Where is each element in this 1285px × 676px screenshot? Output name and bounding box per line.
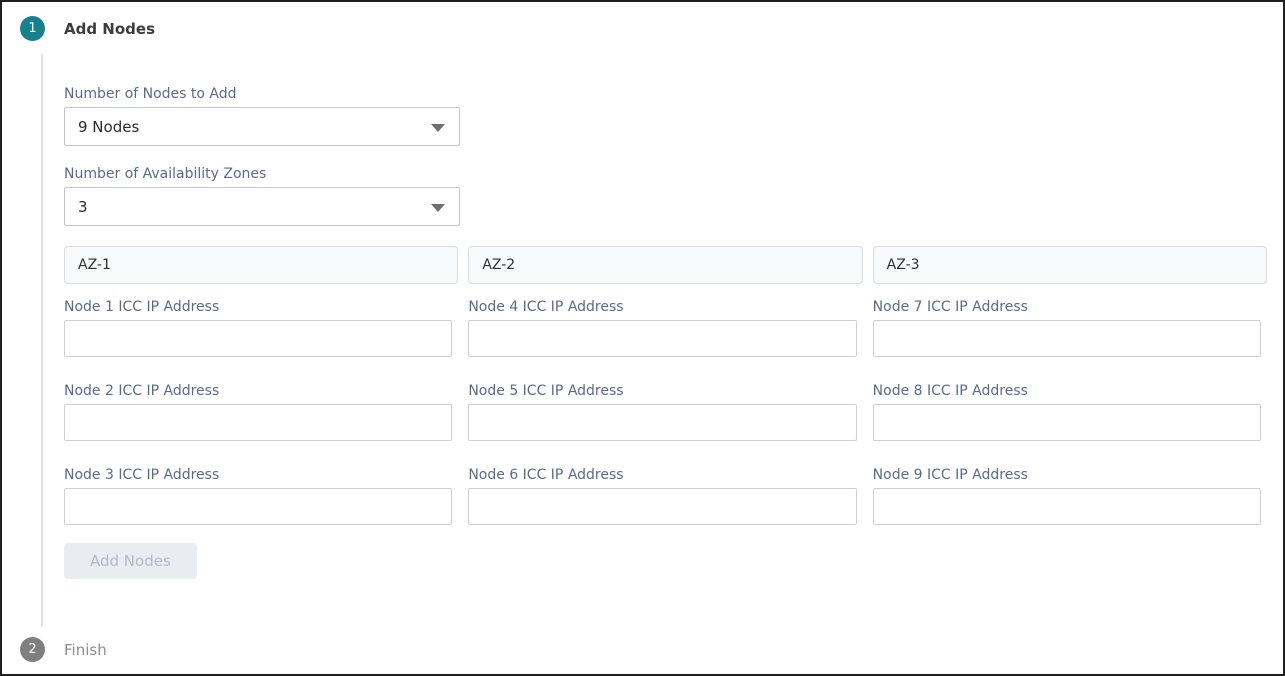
step-1-title: Add Nodes bbox=[64, 19, 156, 38]
az-column: AZ-2 Node 4 ICC IP Address Node 5 ICC IP… bbox=[468, 246, 863, 525]
az-fields: Node 4 ICC IP Address Node 5 ICC IP Addr… bbox=[468, 299, 862, 525]
node-ip-label: Node 5 ICC IP Address bbox=[468, 383, 624, 399]
step-2-header: 2 Finish bbox=[2, 637, 1283, 662]
az-header: AZ-2 bbox=[468, 246, 863, 284]
chevron-down-icon bbox=[431, 203, 445, 212]
nodes-count-value: 9 Nodes bbox=[78, 117, 140, 136]
step-2-title: Finish bbox=[64, 640, 107, 659]
node-ip-field-group: Node 4 ICC IP Address bbox=[468, 299, 862, 357]
node-ip-field-group: Node 6 ICC IP Address bbox=[468, 467, 862, 525]
node-ip-label: Node 2 ICC IP Address bbox=[64, 383, 220, 399]
az-count-select[interactable]: 3 bbox=[64, 187, 460, 226]
node-ip-label: Node 1 ICC IP Address bbox=[64, 299, 220, 315]
nodes-count-group: Number of Nodes to Add 9 Nodes bbox=[64, 86, 460, 146]
add-nodes-button[interactable]: Add Nodes bbox=[64, 543, 197, 579]
node-ip-label: Node 6 ICC IP Address bbox=[468, 467, 624, 483]
step-connector-line bbox=[41, 54, 43, 627]
node-ip-field-group: Node 9 ICC IP Address bbox=[872, 467, 1267, 525]
node-ip-input[interactable] bbox=[872, 320, 1261, 357]
az-header: AZ-1 bbox=[64, 246, 459, 284]
az-fields: Node 1 ICC IP Address Node 2 ICC IP Addr… bbox=[64, 299, 458, 525]
node-ip-label: Node 3 ICC IP Address bbox=[64, 467, 220, 483]
step-1-badge: 1 bbox=[20, 16, 45, 41]
node-ip-field-group: Node 2 ICC IP Address bbox=[64, 383, 458, 441]
node-ip-label: Node 8 ICC IP Address bbox=[872, 383, 1028, 399]
node-ip-label: Node 7 ICC IP Address bbox=[872, 299, 1028, 315]
az-header-label: AZ-2 bbox=[482, 257, 516, 273]
node-ip-field-group: Node 7 ICC IP Address bbox=[872, 299, 1267, 357]
availability-zones-grid: AZ-1 Node 1 ICC IP Address Node 2 ICC IP… bbox=[64, 246, 1267, 525]
step-1-content: Number of Nodes to Add 9 Nodes Number of… bbox=[64, 86, 1267, 579]
node-ip-label: Node 4 ICC IP Address bbox=[468, 299, 624, 315]
node-ip-input[interactable] bbox=[872, 404, 1261, 441]
node-ip-input[interactable] bbox=[872, 488, 1261, 525]
node-ip-field-group: Node 1 ICC IP Address bbox=[64, 299, 458, 357]
az-header-label: AZ-3 bbox=[886, 257, 920, 273]
az-column: AZ-1 Node 1 ICC IP Address Node 2 ICC IP… bbox=[64, 246, 459, 525]
chevron-down-icon bbox=[431, 123, 445, 132]
az-count-group: Number of Availability Zones 3 bbox=[64, 166, 460, 226]
step-1-number: 1 bbox=[28, 21, 37, 36]
az-fields: Node 7 ICC IP Address Node 8 ICC IP Addr… bbox=[872, 299, 1267, 525]
node-ip-label: Node 9 ICC IP Address bbox=[872, 467, 1028, 483]
az-header-label: AZ-1 bbox=[78, 257, 111, 273]
node-ip-input[interactable] bbox=[64, 320, 453, 357]
nodes-count-select[interactable]: 9 Nodes bbox=[64, 107, 460, 146]
nodes-count-label: Number of Nodes to Add bbox=[64, 86, 237, 102]
node-ip-input[interactable] bbox=[468, 488, 857, 525]
node-ip-field-group: Node 5 ICC IP Address bbox=[468, 383, 862, 441]
node-ip-input[interactable] bbox=[468, 320, 857, 357]
node-ip-field-group: Node 8 ICC IP Address bbox=[872, 383, 1267, 441]
az-count-value: 3 bbox=[78, 197, 88, 216]
step-1-header: 1 Add Nodes bbox=[2, 2, 1283, 41]
node-ip-input[interactable] bbox=[64, 404, 453, 441]
node-ip-input[interactable] bbox=[64, 488, 453, 525]
node-ip-field-group: Node 3 ICC IP Address bbox=[64, 467, 458, 525]
az-header: AZ-3 bbox=[872, 246, 1267, 284]
az-count-label: Number of Availability Zones bbox=[64, 166, 267, 182]
step-2-number: 2 bbox=[28, 642, 37, 657]
node-ip-input[interactable] bbox=[468, 404, 857, 441]
step-2-badge: 2 bbox=[20, 637, 45, 662]
az-column: AZ-3 Node 7 ICC IP Address Node 8 ICC IP… bbox=[872, 246, 1267, 525]
